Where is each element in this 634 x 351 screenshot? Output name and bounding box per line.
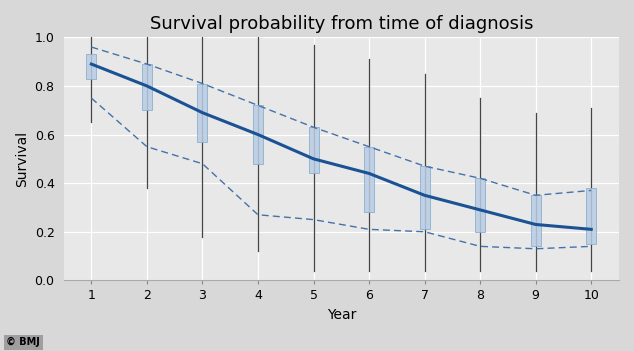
X-axis label: Year: Year [327, 308, 356, 322]
Bar [364, 147, 374, 212]
Bar [142, 64, 152, 110]
Bar [309, 127, 318, 173]
Bar [253, 105, 263, 164]
Bar [420, 166, 430, 229]
Text: © BMJ: © BMJ [6, 337, 40, 347]
Bar [586, 188, 596, 244]
Bar [197, 84, 207, 142]
Bar [531, 195, 541, 246]
Bar [86, 54, 96, 79]
Title: Survival probability from time of diagnosis: Survival probability from time of diagno… [150, 15, 533, 33]
Bar [475, 178, 485, 232]
Y-axis label: Survival: Survival [15, 131, 29, 187]
